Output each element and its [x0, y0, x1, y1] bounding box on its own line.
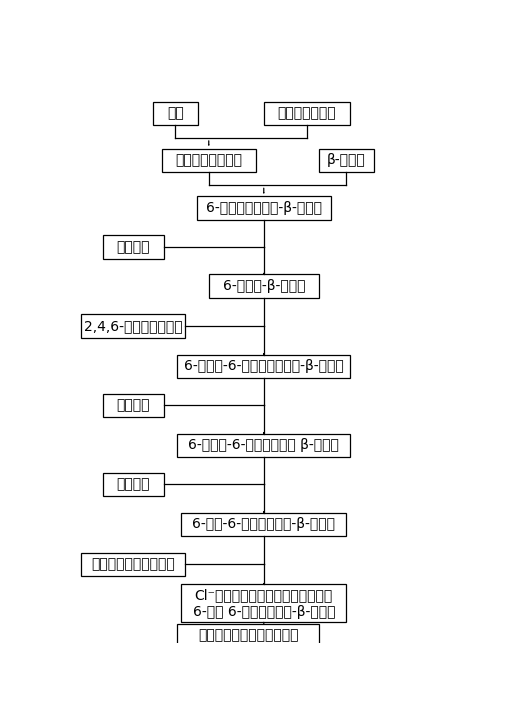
Text: 甲基苯磺酰基咋唠: 甲基苯磺酰基咋唠: [175, 153, 242, 167]
Text: 氨基盐酸化，离子交换: 氨基盐酸化，离子交换: [91, 557, 175, 571]
FancyBboxPatch shape: [103, 236, 164, 259]
Text: 6-氨基-6-烷基咋唠鹎基-β-环糊精: 6-氨基-6-烷基咋唠鹎基-β-环糊精: [192, 518, 335, 531]
Text: 6-叠氯基-6-三甲基苯磺酰基-β-环糊精: 6-叠氯基-6-三甲基苯磺酰基-β-环糊精: [184, 359, 344, 373]
Text: 对甲基苯磺酰氯: 对甲基苯磺酰氯: [278, 106, 336, 121]
Text: 6-叠氯基-6-烷基咋唠鹎基 β-环糊精: 6-叠氯基-6-烷基咋唠鹎基 β-环糊精: [188, 438, 339, 453]
FancyBboxPatch shape: [177, 354, 350, 378]
FancyBboxPatch shape: [103, 473, 164, 496]
FancyBboxPatch shape: [209, 274, 319, 298]
Text: 三苯基膚: 三苯基膚: [117, 477, 150, 491]
FancyBboxPatch shape: [153, 102, 198, 125]
Text: β-环糊精: β-环糊精: [327, 153, 366, 167]
Text: 毛细管电泳中药物手性分离: 毛细管电泳中药物手性分离: [198, 629, 298, 643]
Text: 叠氯化钓: 叠氯化钓: [117, 240, 150, 254]
Text: 2,4,6-三甲基苯磺酰氯: 2,4,6-三甲基苯磺酰氯: [84, 319, 183, 333]
FancyBboxPatch shape: [177, 434, 350, 457]
FancyBboxPatch shape: [182, 513, 346, 536]
Text: 6-对甲基苯磺酰基-β-环糊精: 6-对甲基苯磺酰基-β-环糊精: [206, 201, 322, 215]
FancyBboxPatch shape: [162, 148, 256, 172]
FancyBboxPatch shape: [182, 584, 346, 623]
FancyBboxPatch shape: [81, 315, 186, 338]
FancyBboxPatch shape: [319, 148, 374, 172]
Text: 咋唠: 咋唠: [167, 106, 184, 121]
FancyBboxPatch shape: [197, 197, 331, 220]
FancyBboxPatch shape: [177, 624, 319, 647]
Text: 6-叠氯基-β-环糊精: 6-叠氯基-β-环糊精: [223, 279, 305, 293]
FancyBboxPatch shape: [81, 552, 186, 576]
FancyBboxPatch shape: [264, 102, 350, 125]
FancyBboxPatch shape: [103, 393, 164, 417]
Text: 烷基咋唠: 烷基咋唠: [117, 398, 150, 412]
Text: Cl⁻为阴离子、双取代双正电中心的
6-遄基 6-烷基咋唠鹎基-β-环糊精: Cl⁻为阴离子、双取代双正电中心的 6-遄基 6-烷基咋唠鹎基-β-环糊精: [193, 588, 335, 619]
